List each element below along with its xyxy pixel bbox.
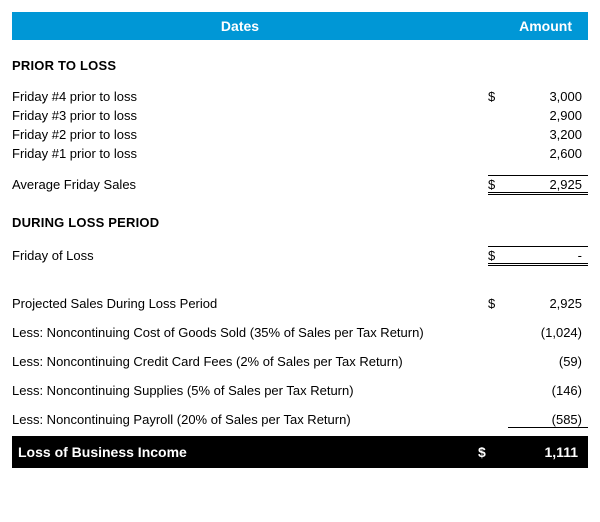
total-currency: $ bbox=[478, 444, 498, 460]
table-row: Less: Noncontinuing Payroll (20% of Sale… bbox=[12, 410, 588, 430]
table-row: Friday #4 prior to loss $ 3,000 bbox=[12, 87, 588, 106]
header-amount: Amount bbox=[458, 18, 578, 34]
table-row: Friday #2 prior to loss 3,200 bbox=[12, 125, 588, 144]
row-value: (59) bbox=[508, 354, 588, 369]
table-row: Friday #1 prior to loss 2,600 bbox=[12, 144, 588, 163]
table-row: Less: Noncontinuing Cost of Goods Sold (… bbox=[12, 323, 588, 342]
row-currency: $ bbox=[488, 89, 508, 104]
table-row: Projected Sales During Loss Period $ 2,9… bbox=[12, 294, 588, 313]
row-value: 2,600 bbox=[508, 146, 588, 161]
row-value: 2,925 bbox=[508, 177, 588, 192]
row-value: (146) bbox=[508, 383, 588, 398]
table-row: Less: Noncontinuing Credit Card Fees (2%… bbox=[12, 352, 588, 371]
row-value: (585) bbox=[508, 412, 588, 428]
table-row: Friday #3 prior to loss 2,900 bbox=[12, 106, 588, 125]
row-label: Friday #2 prior to loss bbox=[12, 127, 488, 142]
row-label: Friday #1 prior to loss bbox=[12, 146, 488, 161]
row-currency: $ bbox=[488, 248, 508, 263]
row-currency: $ bbox=[488, 296, 508, 311]
row-value: 3,200 bbox=[508, 127, 588, 142]
total-value: 1,111 bbox=[498, 444, 578, 460]
average-row: Average Friday Sales $ 2,925 bbox=[12, 173, 588, 197]
row-value: - bbox=[508, 248, 588, 263]
row-label: Less: Noncontinuing Payroll (20% of Sale… bbox=[12, 412, 488, 427]
row-label: Less: Noncontinuing Credit Card Fees (2%… bbox=[12, 354, 488, 369]
total-row: Loss of Business Income $ 1,111 bbox=[12, 436, 588, 468]
row-value: 2,900 bbox=[508, 108, 588, 123]
header-dates: Dates bbox=[22, 18, 458, 34]
table-header: Dates Amount bbox=[12, 12, 588, 40]
row-label: Less: Noncontinuing Supplies (5% of Sale… bbox=[12, 383, 488, 398]
row-label: Friday of Loss bbox=[12, 248, 488, 263]
section-during-title: DURING LOSS PERIOD bbox=[12, 215, 588, 230]
total-label: Loss of Business Income bbox=[18, 444, 478, 460]
row-value: 2,925 bbox=[508, 296, 588, 311]
row-label: Friday #4 prior to loss bbox=[12, 89, 488, 104]
table-row: Less: Noncontinuing Supplies (5% of Sale… bbox=[12, 381, 588, 400]
row-value: 3,000 bbox=[508, 89, 588, 104]
row-label: Less: Noncontinuing Cost of Goods Sold (… bbox=[12, 325, 488, 340]
row-label: Projected Sales During Loss Period bbox=[12, 296, 488, 311]
friday-of-loss-row: Friday of Loss $ - bbox=[12, 244, 588, 268]
row-currency: $ bbox=[488, 177, 508, 192]
row-label: Average Friday Sales bbox=[12, 177, 488, 192]
row-label: Friday #3 prior to loss bbox=[12, 108, 488, 123]
section-prior-title: PRIOR TO LOSS bbox=[12, 58, 588, 73]
row-value: (1,024) bbox=[508, 325, 588, 340]
